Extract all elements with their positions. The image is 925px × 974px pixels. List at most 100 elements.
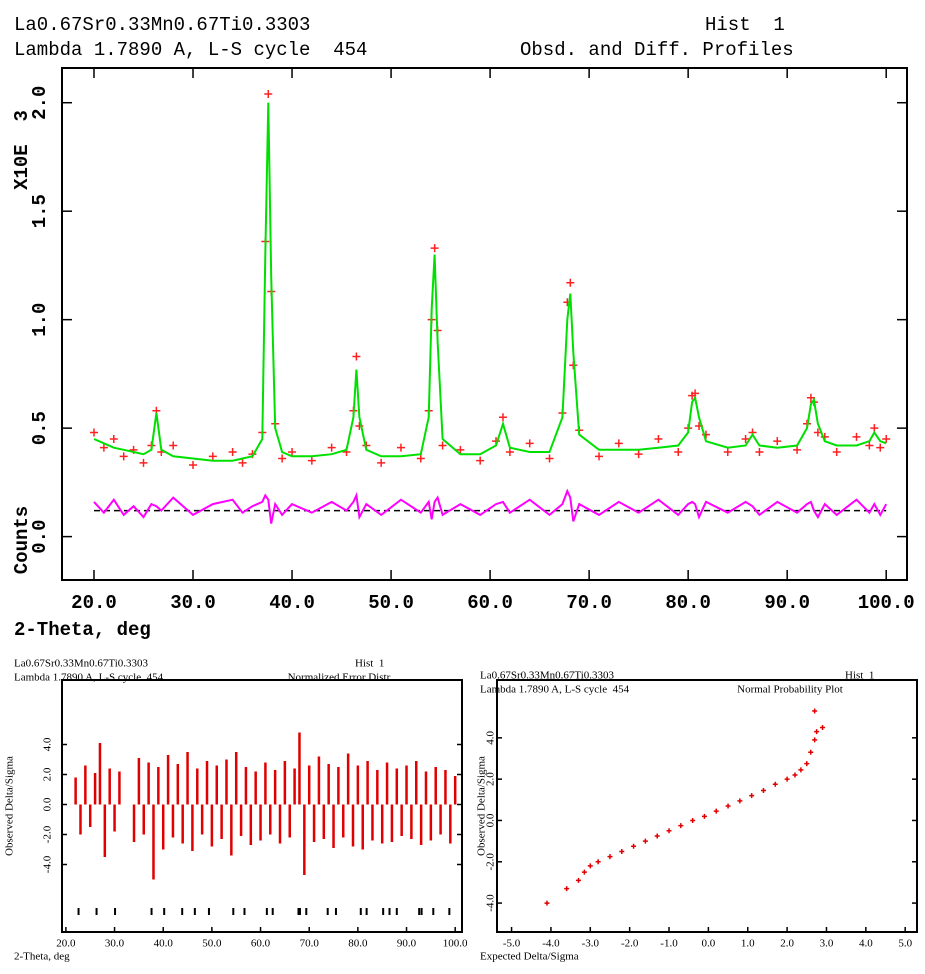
y-tick-label: 0.0 <box>42 797 54 811</box>
observed-point <box>264 90 273 99</box>
profile-line <box>93 102 887 462</box>
probability-point <box>749 793 755 799</box>
chart-subtitle: Lambda 1.7890 A, L-S cycle 454 <box>14 39 367 61</box>
probability-point <box>642 838 648 844</box>
observed-point <box>614 439 623 448</box>
x-tick-label: -3.0 <box>582 938 600 950</box>
probability-point <box>820 725 826 731</box>
probability-point <box>798 767 804 773</box>
plot-name: Normal Probability Plot <box>737 684 843 696</box>
observed-point <box>674 448 683 456</box>
chart-panel: La0.67Sr0.33Mn0.67Ti0.3303 Hist 1 Lambda 1… <box>476 670 918 963</box>
observed-point <box>876 443 885 452</box>
y-tick-label: -4.0 <box>42 855 54 873</box>
probability-point <box>725 803 731 809</box>
x-tick-label: 20.0 <box>56 938 76 950</box>
y-tick-label: 2.0 <box>42 767 54 781</box>
observed-point <box>865 441 874 450</box>
probability-point <box>701 813 707 819</box>
x-tick-label: -1.0 <box>660 938 678 950</box>
x-tick-label: 50.0 <box>202 938 222 950</box>
probability-point <box>587 863 593 869</box>
y-scale-label: X10E 3 <box>11 110 33 190</box>
y-tick-label: 0.0 <box>29 520 51 554</box>
observed-point <box>228 448 237 456</box>
x-tick-label: 0.0 <box>702 938 716 950</box>
observed-point <box>476 456 485 465</box>
observed-point <box>416 454 425 463</box>
x-tick-label: 2.0 <box>780 938 794 950</box>
probability-point <box>678 823 684 829</box>
observed-point <box>456 445 465 454</box>
probability-point <box>784 776 790 782</box>
x-tick-label: 1.0 <box>741 938 755 950</box>
observed-point <box>595 452 604 461</box>
plot-frame <box>61 679 463 933</box>
plot-name: Obsd. and Diff. Profiles <box>520 39 794 61</box>
probability-point <box>631 843 637 849</box>
observed-point <box>396 443 405 452</box>
x-tick-label: 3.0 <box>820 938 834 950</box>
histogram-label: Hist 1 <box>355 658 384 670</box>
observed-point <box>109 434 118 443</box>
observed-point <box>806 393 815 402</box>
observed-point <box>882 434 891 443</box>
x-tick-label: 4.0 <box>859 938 873 950</box>
x-tick-label: 90.0 <box>397 938 417 950</box>
probability-point <box>544 900 550 906</box>
chart-panel: La0.67Sr0.33Mn0.67Ti0.3303 Hist 1 Lambda 1… <box>11 14 915 641</box>
probability-point <box>654 833 660 839</box>
x-tick-label: -4.0 <box>542 938 560 950</box>
chart-panel: La0.67Sr0.33Mn0.67Ti0.3303 Hist 1 Lambda 1… <box>4 658 469 963</box>
x-axis-label: 2-Theta, deg <box>14 951 70 963</box>
x-tick-label: 40.0 <box>269 592 315 614</box>
observed-point <box>377 458 386 467</box>
x-tick-label: 20.0 <box>71 592 117 614</box>
probability-point <box>581 869 587 875</box>
x-tick-label: 30.0 <box>105 938 125 950</box>
chart-subtitle: Lambda 1.7890 A, L-S cycle 454 <box>480 684 630 696</box>
probability-point <box>690 817 696 823</box>
y-tick-label: 4.0 <box>42 737 54 751</box>
histogram-label: Hist 1 <box>705 14 785 36</box>
chart-title: La0.67Sr0.33Mn0.67Ti0.3303 <box>14 658 149 670</box>
probability-point <box>804 761 810 767</box>
probability-point <box>814 729 820 735</box>
observed-point <box>505 448 514 456</box>
probability-point <box>812 737 818 743</box>
probability-point <box>575 877 581 883</box>
y-tick-label: 1.5 <box>29 194 51 228</box>
observed-point <box>654 434 663 443</box>
observed-point <box>208 452 217 461</box>
y-axis-label: Observed Delta/Sigma <box>476 756 488 856</box>
observed-point <box>723 448 732 456</box>
observed-point <box>307 456 316 465</box>
y-tick-label: 2.0 <box>485 772 497 786</box>
x-tick-label: 100.0 <box>443 938 468 950</box>
plot-name: Normalized Error Distr. <box>288 672 393 684</box>
x-tick-label: 60.0 <box>467 592 513 614</box>
observed-point <box>566 278 575 287</box>
x-axis-label: Expected Delta/Sigma <box>480 951 579 963</box>
y-axis-label: Observed Delta/Sigma <box>4 756 16 856</box>
x-axis-label: 2-Theta, deg <box>14 619 151 641</box>
observed-point <box>169 441 178 450</box>
observed-point <box>189 461 198 470</box>
y-tick-label: -2.0 <box>485 853 497 871</box>
x-tick-label: 60.0 <box>251 938 271 950</box>
probability-point <box>772 781 778 787</box>
y-tick-label: -2.0 <box>42 825 54 843</box>
observed-point <box>793 445 802 454</box>
observed-point <box>238 458 247 467</box>
observed-point <box>288 448 297 456</box>
observed-point <box>525 439 534 448</box>
profile-line <box>93 488 888 524</box>
y-axis-label: Counts <box>11 506 33 574</box>
x-tick-label: 5.0 <box>898 938 912 950</box>
x-tick-label: 40.0 <box>154 938 174 950</box>
probability-point <box>808 749 814 755</box>
observed-point <box>773 437 782 446</box>
observed-point <box>852 432 861 441</box>
x-tick-label: 70.0 <box>300 938 320 950</box>
